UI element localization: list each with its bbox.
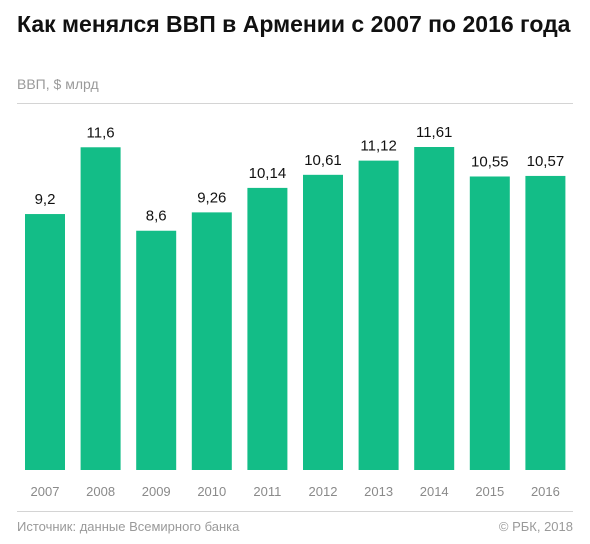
bar-2010 — [191, 212, 232, 471]
x-tick-label-2012: 2012 — [309, 484, 338, 499]
value-label-2008: 11,6 — [87, 124, 115, 141]
x-tick-label-2013: 2013 — [364, 484, 393, 499]
value-label-2015: 10,55 — [471, 153, 509, 170]
bar-2014 — [414, 147, 455, 470]
bottom-divider — [17, 511, 573, 512]
value-label-2009: 8,6 — [146, 208, 167, 225]
x-tick-label-2014: 2014 — [420, 484, 449, 499]
value-label-2007: 9,2 — [35, 191, 56, 208]
x-tick-label-2008: 2008 — [86, 484, 115, 499]
chart-title: Как менялся ВВП в Армении с 2007 по 2016… — [17, 11, 571, 37]
value-label-2014: 11,61 — [416, 124, 452, 141]
chart-subtitle: ВВП, $ млрд — [17, 76, 99, 92]
value-label-2016: 10,57 — [527, 153, 565, 170]
value-label-2012: 10,61 — [304, 152, 342, 169]
bar-2016 — [525, 175, 566, 470]
x-tick-label-2016: 2016 — [531, 484, 560, 499]
source-note: Источник: данные Всемирного банка — [17, 519, 240, 534]
bar-2013 — [358, 160, 399, 471]
top-divider — [17, 103, 573, 104]
value-label-2013: 11,12 — [360, 138, 396, 155]
x-tick-label-2009: 2009 — [142, 484, 171, 499]
bar-2015 — [469, 176, 510, 470]
value-label-2011: 10,14 — [249, 165, 287, 182]
copyright-note: © РБК, 2018 — [498, 519, 573, 534]
value-label-2010: 9,26 — [197, 189, 226, 206]
x-tick-label-2007: 2007 — [31, 484, 60, 499]
bar-2007 — [25, 214, 65, 470]
bar-2009 — [136, 230, 177, 470]
bar-2008 — [80, 147, 121, 471]
x-tick-label-2011: 2011 — [253, 484, 281, 499]
x-tick-label-2010: 2010 — [197, 484, 226, 499]
bar-2011 — [247, 187, 288, 470]
x-tick-label-2015: 2015 — [475, 484, 504, 499]
bar-2012 — [303, 174, 343, 470]
